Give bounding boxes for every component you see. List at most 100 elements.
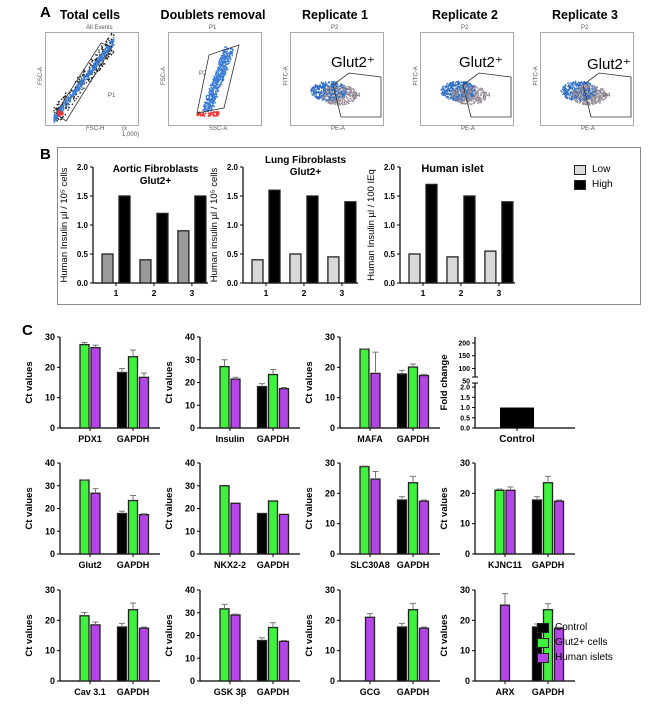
x-tick-label: SLC30A8 — [350, 560, 390, 570]
y-tick-label: 20 — [460, 615, 470, 625]
event-dot — [65, 99, 67, 101]
event-dot — [450, 82, 453, 84]
event-dot — [596, 93, 599, 95]
flow-scatter — [310, 72, 382, 118]
event-dot — [204, 104, 207, 106]
event-dot — [343, 91, 345, 93]
event-dot — [214, 82, 217, 84]
event-dot — [217, 81, 219, 84]
event-dot — [571, 92, 573, 95]
bar-control — [256, 385, 268, 429]
x-tick-label: PDX1 — [78, 434, 102, 444]
event-dot — [324, 100, 327, 103]
bar-human-islets — [138, 376, 150, 429]
bar-control — [500, 407, 534, 428]
event-dot — [216, 96, 219, 98]
y-tick-label: 10 — [460, 519, 470, 529]
event-dot — [82, 75, 85, 78]
event-dot — [98, 58, 101, 60]
x-tick-label: GAPDH — [532, 687, 565, 697]
event-dot — [232, 49, 234, 52]
flow-cytometry-plot: P2 P4 PE-A FITC-A Glut2⁺ — [414, 25, 514, 132]
bar-human-islets — [138, 627, 150, 682]
event-dot — [331, 95, 333, 97]
event-dot — [221, 68, 224, 71]
legend-swatch — [537, 652, 549, 663]
event-dot — [216, 71, 219, 74]
legend-label: High — [592, 179, 613, 190]
event-dot — [455, 92, 458, 95]
event-dot — [560, 91, 563, 93]
bar-glut2-cells — [219, 608, 230, 682]
event-dot — [213, 111, 216, 114]
x-tick-label: Cav 3.1 — [74, 687, 106, 697]
event-dot — [447, 89, 449, 91]
event-dot — [330, 94, 332, 96]
event-dot — [582, 97, 585, 99]
event-dot — [317, 90, 320, 93]
event-dot — [338, 90, 341, 93]
event-dot — [229, 48, 232, 50]
event-dot — [64, 92, 67, 95]
event-dot — [592, 103, 594, 105]
event-dot — [313, 87, 316, 90]
bar-chart: Ct values 0 10 20 30 40 Glut2 GAPDH — [24, 458, 160, 570]
y-axis-title: Ct values — [24, 487, 35, 529]
event-dot — [215, 79, 217, 82]
event-dot — [469, 89, 472, 91]
event-dot — [579, 82, 581, 84]
y-axis-label: FITC-A — [283, 66, 290, 86]
event-dot — [89, 62, 91, 65]
event-dot — [77, 95, 79, 98]
event-dot — [101, 48, 103, 50]
event-dot — [584, 88, 587, 91]
event-dot — [575, 90, 578, 93]
event-dot — [55, 114, 58, 117]
bar-human-islets — [230, 378, 241, 429]
event-dot — [576, 95, 578, 98]
event-dot — [226, 57, 228, 59]
event-dot — [462, 94, 464, 96]
event-dot — [111, 38, 114, 41]
x-axis-label: PE-A — [581, 126, 596, 132]
event-dot — [334, 85, 336, 87]
event-dot — [62, 96, 65, 99]
flow-cytometry-plot: P2 P4 PE-A FITC-A Glut2⁺ — [534, 25, 634, 132]
event-dot — [229, 55, 231, 58]
event-dot — [227, 60, 229, 62]
y-tick-label: 0 — [465, 676, 470, 686]
event-dot — [331, 82, 334, 85]
event-dot — [451, 84, 453, 87]
event-dot — [90, 58, 93, 61]
bar-control — [256, 639, 268, 682]
x-axis-label: FSC-H — [86, 126, 105, 132]
event-dot — [212, 90, 215, 93]
event-dot — [586, 94, 589, 97]
y-tick-label: 1.0 — [77, 221, 89, 230]
axis-scale-label: (x 1,000) — [122, 126, 140, 138]
event-dot — [565, 92, 567, 95]
event-dot — [227, 52, 229, 55]
event-dot — [209, 107, 211, 110]
event-dot — [88, 70, 91, 72]
gate-label: P4 — [353, 93, 361, 99]
event-dot — [593, 94, 595, 96]
event-dot — [203, 105, 206, 108]
event-dot — [349, 90, 352, 93]
event-dot — [96, 57, 99, 60]
bar-chart: Ct values 0 10 20 30 PDX1 GAPDH — [24, 332, 160, 444]
event-dot — [467, 94, 470, 96]
bar-human-islets — [90, 346, 101, 429]
event-dot — [58, 110, 61, 113]
gate-parent-label: P1 — [209, 25, 217, 31]
event-dot — [574, 81, 577, 84]
event-dot — [216, 90, 219, 93]
event-dot — [327, 100, 330, 103]
event-dot — [87, 77, 89, 80]
legend-label: Human islets — [555, 652, 613, 663]
gate-p4 — [582, 72, 632, 118]
event-dot — [93, 62, 95, 65]
event-dot — [469, 103, 472, 106]
gate-label: P2 — [199, 71, 207, 77]
event-dot — [335, 100, 337, 103]
